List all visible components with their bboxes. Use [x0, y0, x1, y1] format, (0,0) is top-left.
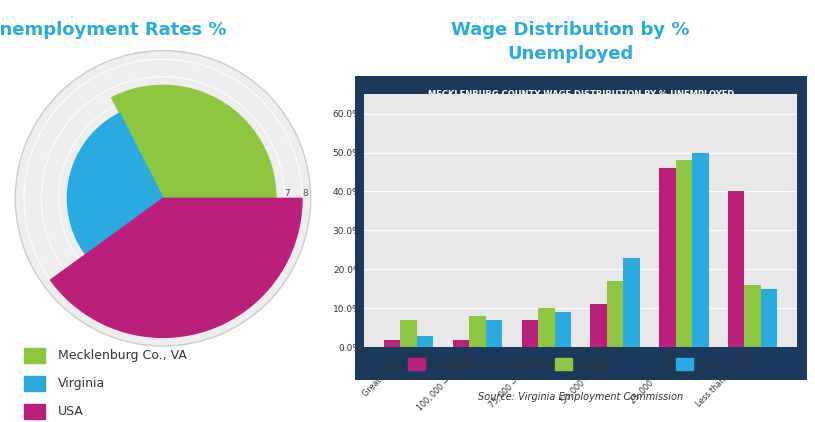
Bar [676, 160, 692, 347]
Bar [417, 335, 434, 347]
Bar [408, 358, 425, 370]
Text: Mecklenburg Co., VA: Mecklenburg Co., VA [58, 349, 187, 362]
Bar [659, 168, 676, 347]
Bar [24, 348, 46, 363]
Bar [384, 340, 400, 347]
Text: Wage Distribution by %
Unemployed: Wage Distribution by % Unemployed [452, 21, 689, 63]
Bar [607, 281, 623, 347]
Bar [761, 289, 778, 347]
Text: Virginia: Virginia [579, 360, 610, 368]
Bar [744, 285, 761, 347]
Bar [522, 320, 538, 347]
Bar [623, 258, 640, 347]
Bar [676, 358, 694, 370]
Bar [728, 192, 744, 347]
Text: Unemployment Rates %: Unemployment Rates % [0, 21, 227, 39]
Polygon shape [112, 85, 276, 198]
Text: USA: USA [58, 406, 84, 418]
Bar [538, 308, 554, 347]
Text: Mecklenburg County, Virginia: Mecklenburg County, Virginia [431, 360, 556, 368]
Text: Source: Virginia Employment Commission: Source: Virginia Employment Commission [478, 392, 683, 402]
Bar [24, 404, 46, 419]
Bar [554, 312, 571, 347]
Text: MECKLENBURG COUNTY WAGE DISTRIBUTION BY % UNEMPLOYED: MECKLENBURG COUNTY WAGE DISTRIBUTION BY … [428, 90, 734, 99]
Bar [24, 376, 46, 391]
Polygon shape [68, 113, 163, 254]
Text: USA: USA [700, 360, 717, 368]
Bar [453, 340, 469, 347]
Bar [400, 320, 417, 347]
Bar [692, 152, 708, 347]
Bar [555, 358, 572, 370]
Bar [590, 304, 607, 347]
Polygon shape [51, 198, 302, 337]
Bar [469, 316, 486, 347]
Bar [486, 320, 502, 347]
Text: Virginia: Virginia [58, 377, 105, 390]
